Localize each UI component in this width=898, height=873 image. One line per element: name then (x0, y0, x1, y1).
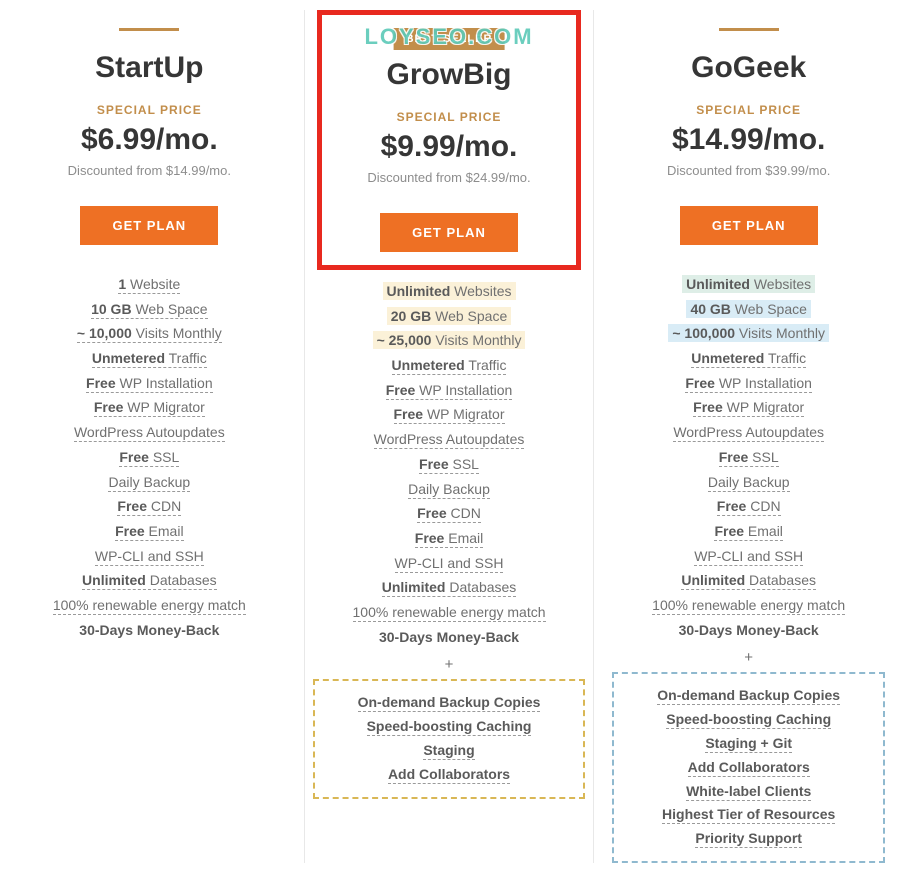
extra-feature-item: Speed-boosting Caching (620, 708, 877, 732)
plan-gogeek: GoGeek SPECIAL PRICE $14.99/mo. Discount… (604, 10, 893, 863)
feature-item: 20 GB Web Space (313, 305, 586, 330)
feature-item: Free SSL (13, 446, 286, 471)
feature-item: Unlimited Databases (13, 569, 286, 594)
plan-startup: StartUp SPECIAL PRICE $6.99/mo. Discount… (5, 10, 294, 863)
feature-item: Unlimited Websites (612, 273, 885, 298)
extra-feature-item: Priority Support (620, 827, 877, 851)
feature-item: WordPress Autoupdates (313, 428, 586, 453)
extra-feature-item: On-demand Backup Copies (321, 691, 578, 715)
pricing-table: StartUp SPECIAL PRICE $6.99/mo. Discount… (0, 0, 898, 873)
extra-feature-item: On-demand Backup Copies (620, 684, 877, 708)
discounted-from: Discounted from $24.99/mo. (313, 170, 586, 185)
feature-item: 10 GB Web Space (13, 298, 286, 323)
extras-box: On-demand Backup CopiesSpeed-boosting Ca… (612, 672, 885, 863)
feature-item: Free Email (313, 527, 586, 552)
plan-name: StartUp (13, 51, 286, 85)
discounted-from: Discounted from $14.99/mo. (13, 163, 286, 178)
feature-item: 30-Days Money-Back (13, 619, 286, 644)
feature-item: Daily Backup (13, 471, 286, 496)
feature-list: Unlimited Websites40 GB Web Space~ 100,0… (612, 273, 885, 643)
feature-item: Free WP Migrator (612, 396, 885, 421)
get-plan-button[interactable]: GET PLAN (380, 213, 518, 252)
feature-list: 1 Website10 GB Web Space~ 10,000 Visits … (13, 273, 286, 643)
feature-item: Free WP Migrator (313, 403, 586, 428)
feature-item: Free WP Installation (313, 379, 586, 404)
plan-price: $6.99/mo. (13, 123, 286, 157)
feature-item: Free SSL (313, 453, 586, 478)
feature-list: Unlimited Websites20 GB Web Space~ 25,00… (313, 280, 586, 650)
feature-item: Daily Backup (612, 471, 885, 496)
feature-item: 100% renewable energy match (313, 601, 586, 626)
extra-feature-item: Highest Tier of Resources (620, 803, 877, 827)
extra-feature-item: Add Collaborators (620, 756, 877, 780)
feature-item: 40 GB Web Space (612, 298, 885, 323)
feature-item: Free WP Installation (612, 372, 885, 397)
top-accent-bar (119, 28, 179, 31)
feature-item: Daily Backup (313, 478, 586, 503)
feature-item: WP-CLI and SSH (313, 552, 586, 577)
feature-item: ~ 100,000 Visits Monthly (612, 322, 885, 347)
feature-item: Free CDN (612, 495, 885, 520)
get-plan-button[interactable]: GET PLAN (80, 206, 218, 245)
plan-name: GrowBig (313, 58, 586, 92)
plan-price: $9.99/mo. (313, 130, 586, 164)
extra-feature-item: Staging (321, 739, 578, 763)
feature-item: Free CDN (313, 502, 586, 527)
feature-item: Free Email (612, 520, 885, 545)
feature-item: WordPress Autoupdates (13, 421, 286, 446)
plus-separator: + (612, 649, 885, 666)
feature-item: Unmetered Traffic (612, 347, 885, 372)
extra-feature-item: Staging + Git (620, 732, 877, 756)
feature-item: Unlimited Databases (612, 569, 885, 594)
feature-item: 100% renewable energy match (13, 594, 286, 619)
feature-item: ~ 10,000 Visits Monthly (13, 322, 286, 347)
get-plan-button[interactable]: GET PLAN (680, 206, 818, 245)
special-price-label: SPECIAL PRICE (612, 103, 885, 117)
plan-growbig: LOYSEO.COM BEST SELLER GrowBig SPECIAL P… (304, 10, 595, 863)
extras-box: On-demand Backup CopiesSpeed-boosting Ca… (313, 679, 586, 798)
feature-item: Free WP Installation (13, 372, 286, 397)
discounted-from: Discounted from $39.99/mo. (612, 163, 885, 178)
feature-item: Free Email (13, 520, 286, 545)
feature-item: ~ 25,000 Visits Monthly (313, 329, 586, 354)
plan-price: $14.99/mo. (612, 123, 885, 157)
feature-item: 100% renewable energy match (612, 594, 885, 619)
feature-item: WordPress Autoupdates (612, 421, 885, 446)
extras-list: On-demand Backup CopiesSpeed-boosting Ca… (321, 691, 578, 786)
feature-item: Free WP Migrator (13, 396, 286, 421)
feature-item: Unmetered Traffic (313, 354, 586, 379)
feature-item: 30-Days Money-Back (612, 619, 885, 644)
feature-item: Unmetered Traffic (13, 347, 286, 372)
feature-item: Free CDN (13, 495, 286, 520)
feature-item: WP-CLI and SSH (13, 545, 286, 570)
extra-feature-item: Speed-boosting Caching (321, 715, 578, 739)
best-seller-badge: BEST SELLER (394, 28, 505, 50)
special-price-label: SPECIAL PRICE (313, 110, 586, 124)
extra-feature-item: Add Collaborators (321, 763, 578, 787)
feature-item: 30-Days Money-Back (313, 626, 586, 651)
plus-separator: + (313, 656, 586, 673)
extra-feature-item: White-label Clients (620, 780, 877, 804)
feature-item: Free SSL (612, 446, 885, 471)
feature-item: 1 Website (13, 273, 286, 298)
feature-item: Unlimited Databases (313, 576, 586, 601)
feature-item: WP-CLI and SSH (612, 545, 885, 570)
special-price-label: SPECIAL PRICE (13, 103, 286, 117)
plan-name: GoGeek (612, 51, 885, 85)
top-accent-bar (719, 28, 779, 31)
feature-item: Unlimited Websites (313, 280, 586, 305)
